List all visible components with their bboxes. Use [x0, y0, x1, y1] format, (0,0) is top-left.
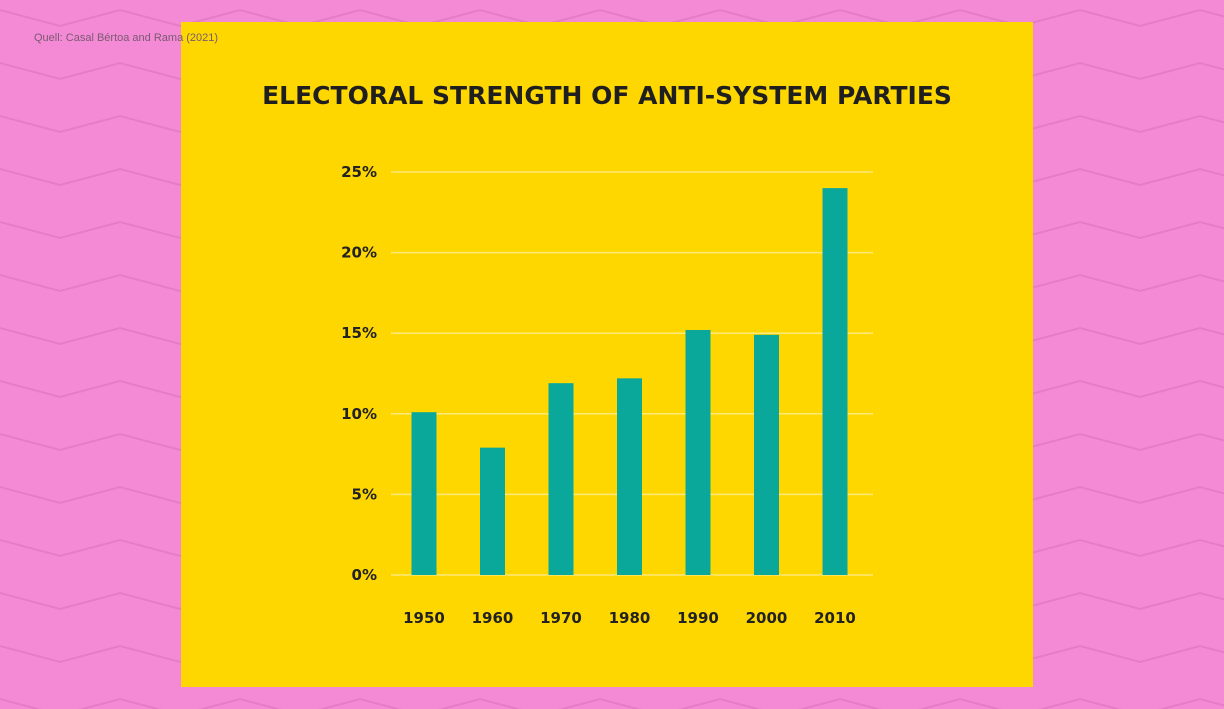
x-tick-label: 1960: [472, 609, 514, 627]
y-tick-label: 20%: [341, 244, 377, 262]
bar-chart: ELECTORAL STRENGTH OF ANTI-SYSTEM PARTIE…: [262, 81, 952, 627]
bars: [411, 188, 848, 575]
bar-1970: [548, 383, 574, 575]
x-tick-label: 1970: [540, 609, 582, 627]
x-tick-label: 1950: [403, 609, 445, 627]
bar-1950: [411, 412, 437, 575]
y-tick-label: 10%: [341, 405, 377, 423]
x-tick-label: 2010: [814, 609, 856, 627]
y-tick-label: 0%: [352, 566, 377, 584]
x-tick-label: 1990: [677, 609, 719, 627]
x-tick-label: 1980: [609, 609, 651, 627]
x-tick-label: 2000: [746, 609, 788, 627]
chart-title: ELECTORAL STRENGTH OF ANTI-SYSTEM PARTIE…: [262, 81, 952, 110]
bar-1960: [480, 447, 505, 575]
y-axis-ticks: 0% 5% 10% 15% 20% 25%: [341, 163, 377, 584]
bar-2000: [754, 334, 779, 575]
y-tick-label: 25%: [341, 163, 377, 181]
bar-1990: [685, 329, 711, 575]
y-tick-label: 15%: [341, 324, 377, 342]
bar-2010: [822, 188, 848, 575]
bar-1980: [617, 378, 642, 575]
y-tick-label: 5%: [352, 485, 377, 503]
chart-panel: [181, 22, 1033, 687]
x-axis-ticks: 1950 1960 1970 1980 1990 2000 2010: [403, 609, 856, 627]
source-note: Quell: Casal Bértoa and Rama (2021): [34, 32, 219, 44]
